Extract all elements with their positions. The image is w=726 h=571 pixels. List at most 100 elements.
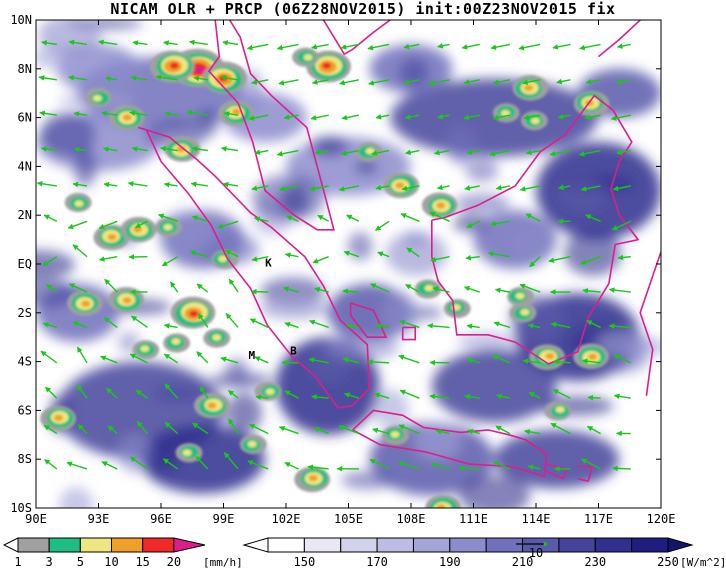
- wind-vector: [163, 40, 178, 46]
- precip-cell: [122, 114, 132, 121]
- wind-vector: [100, 355, 118, 364]
- wind-vector: [466, 149, 480, 155]
- precip-cell: [390, 431, 400, 438]
- coastline: [207, 20, 335, 231]
- olr-cloud-area: [625, 339, 661, 355]
- colorbar-label: 210: [512, 555, 534, 569]
- wind-vector: [615, 78, 631, 85]
- wind-vector: [169, 281, 179, 293]
- wind-vector: [77, 424, 88, 435]
- wind-vector: [127, 181, 148, 187]
- wind-vector: [405, 283, 420, 293]
- wind-vector: [553, 359, 571, 365]
- lat-tick-label: 4S: [18, 355, 32, 369]
- coastline: [431, 94, 640, 365]
- wind-vector: [432, 286, 450, 293]
- wind-vector: [278, 79, 299, 86]
- wind-vector: [129, 110, 148, 117]
- lon-tick-label: 93E: [88, 512, 110, 526]
- wind-vector: [557, 113, 571, 120]
- lon-tick-label: 102E: [272, 512, 301, 526]
- wind-vector: [135, 389, 148, 399]
- wind-vector: [587, 394, 601, 401]
- wind-vector: [283, 114, 299, 120]
- wind-vector: [340, 43, 360, 50]
- precip-cell: [231, 108, 241, 116]
- wind-vector: [494, 287, 511, 294]
- wind-vector: [189, 250, 209, 258]
- wind-vector: [104, 278, 118, 293]
- wind-vector: [492, 79, 511, 85]
- precip-cell: [395, 182, 405, 189]
- wind-vector: [284, 461, 299, 470]
- wind-vector: [496, 393, 511, 400]
- olr-cloud-area: [151, 386, 207, 401]
- wind-vector: [76, 384, 88, 399]
- olr-cloud-area: [260, 277, 326, 306]
- wind-vector: [40, 350, 58, 364]
- wind-vector: [525, 149, 541, 156]
- precip-cell: [195, 66, 205, 73]
- olr-cloud-area: [259, 297, 329, 320]
- wind-vector: [67, 220, 88, 230]
- olr-cloud-area: [372, 389, 409, 428]
- wind-vector: [309, 185, 329, 192]
- lon-tick-label: 120E: [647, 512, 676, 526]
- colorbar-swatch: [173, 537, 206, 553]
- colorbar-label: 190: [439, 555, 461, 569]
- wind-vector: [39, 110, 57, 117]
- wind-vector: [608, 287, 631, 293]
- wind-vector: [487, 251, 511, 258]
- wind-vector: [610, 114, 631, 121]
- wind-vector: [163, 353, 179, 364]
- wind-vector: [557, 184, 571, 191]
- lat-tick-label: 10N: [10, 13, 32, 27]
- colorbar-swatch: [376, 537, 414, 553]
- wind-vector: [129, 456, 148, 470]
- wind-vector: [585, 78, 601, 85]
- precip-cell: [515, 292, 525, 300]
- olr-cloud-area: [118, 435, 154, 474]
- wind-vector: [98, 39, 118, 46]
- precip-cell: [182, 449, 192, 456]
- precip-cell: [555, 406, 565, 413]
- wind-vector: [342, 357, 360, 364]
- olr-cloud-area: [341, 471, 396, 490]
- wind-vector: [42, 256, 58, 267]
- wind-vector: [399, 319, 420, 329]
- wind-vector: [220, 75, 239, 81]
- wind-vector: [490, 43, 511, 50]
- olr-cloud-area: [398, 57, 430, 88]
- lon-tick-label: 105E: [334, 512, 363, 526]
- wind-vector: [430, 255, 450, 263]
- olr-cloud-area: [431, 349, 557, 423]
- wind-vector: [375, 184, 390, 191]
- precipitation-field: [40, 47, 610, 508]
- wind-vector: [578, 149, 601, 157]
- wind-vector: [406, 247, 420, 258]
- wind-vector: [611, 220, 632, 231]
- wind-vector: [103, 317, 118, 329]
- lat-tick-label: 2S: [18, 306, 32, 320]
- wind-vector: [72, 181, 88, 188]
- wind-vector: [525, 213, 541, 222]
- wind-vector: [251, 79, 269, 85]
- place-label: M: [249, 349, 256, 362]
- wind-vector: [345, 323, 360, 329]
- wind-vector: [579, 43, 601, 51]
- colorbar-swatch: [412, 537, 451, 553]
- colorbar-label: 10: [104, 555, 118, 569]
- wind-vector: [36, 180, 57, 187]
- colorbar-label: 5: [77, 555, 84, 569]
- wind-vector: [246, 43, 269, 51]
- lon-tick-label: 114E: [522, 512, 551, 526]
- wind-vector: [368, 79, 390, 86]
- wind-vector: [466, 357, 480, 364]
- colorbar-label: 1: [14, 555, 21, 569]
- reference-vector-label: 10: [529, 546, 543, 560]
- wind-vector: [251, 255, 269, 262]
- precip-colorbar: 1 3 5 10 15 20 [mm/h]: [2, 537, 243, 569]
- lon-tick-label: 90E: [25, 512, 47, 526]
- lon-tick-label: 108E: [397, 512, 426, 526]
- place-labels: K M B: [249, 256, 298, 362]
